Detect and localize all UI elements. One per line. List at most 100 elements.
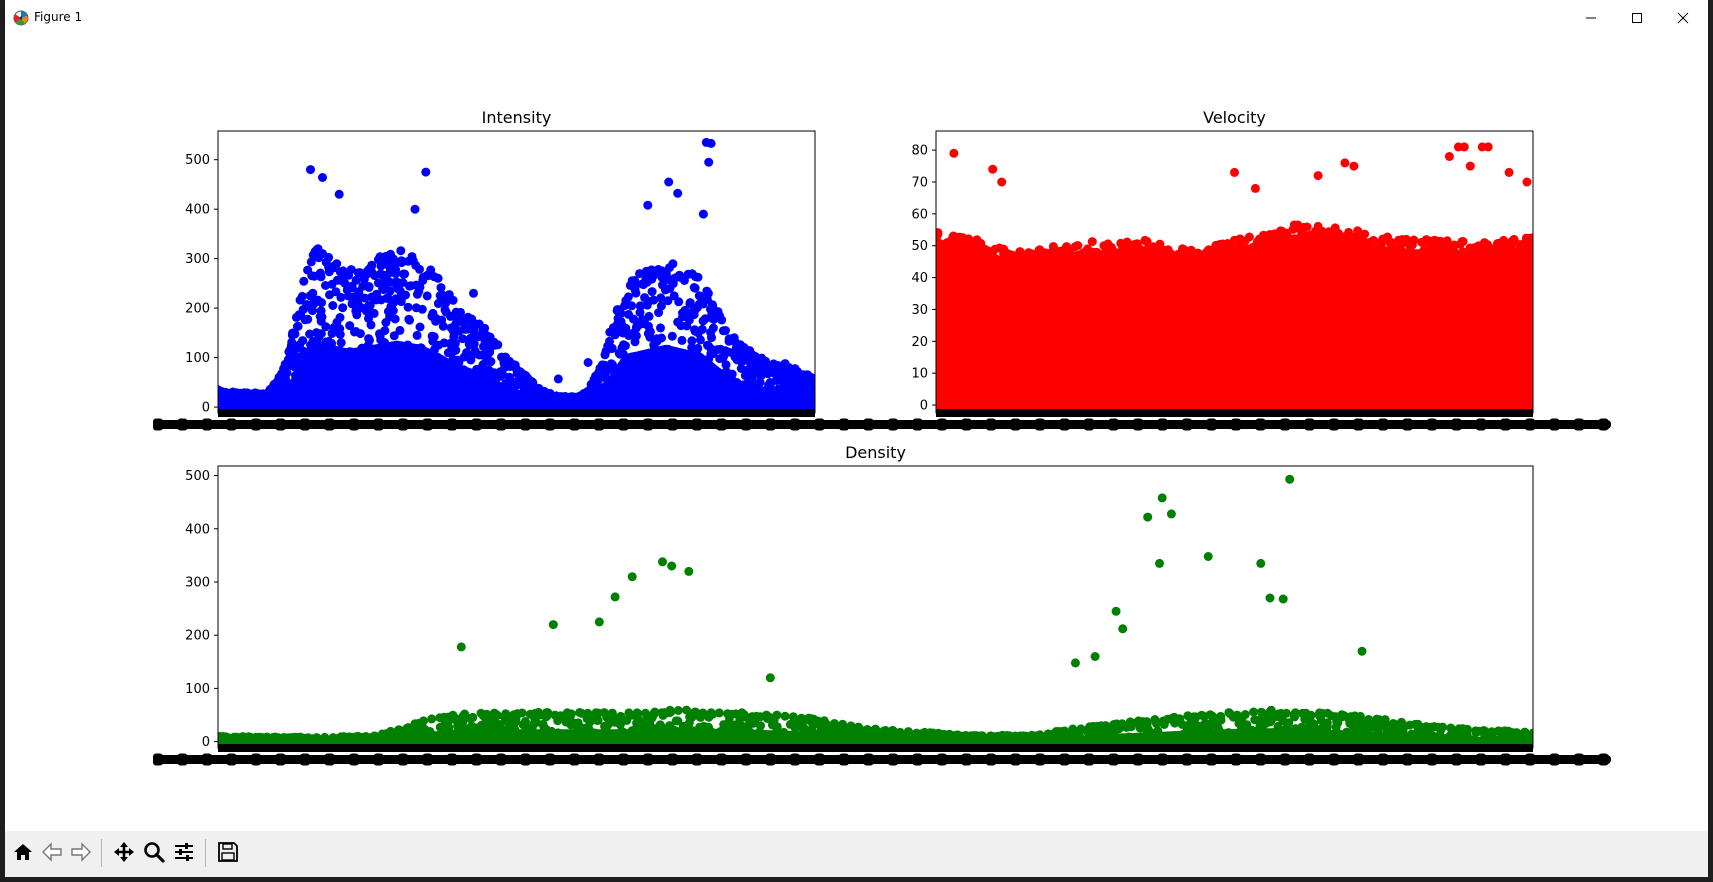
data-point-outlier <box>1465 161 1475 171</box>
data-point <box>654 308 664 318</box>
data-point <box>1174 249 1183 259</box>
y-tick-label: 0 <box>202 401 210 416</box>
data-point <box>1457 237 1467 247</box>
data-point <box>329 261 339 271</box>
data-point <box>1517 243 1527 253</box>
plot-title: Density <box>845 443 906 462</box>
data-point <box>942 238 952 248</box>
data-point <box>373 255 383 265</box>
data-point <box>1383 232 1392 242</box>
data-point <box>620 341 630 351</box>
data-point <box>340 278 350 288</box>
data-point <box>1453 253 1463 263</box>
data-point <box>1140 235 1150 245</box>
y-tick-label: 50 <box>911 239 928 254</box>
data-point <box>1442 236 1452 246</box>
data-point <box>448 295 458 305</box>
y-tick-label: 40 <box>911 271 928 286</box>
data-point <box>656 293 666 303</box>
data-point-outlier <box>469 288 478 298</box>
data-point-outlier <box>698 209 708 219</box>
data-point <box>372 289 381 299</box>
data-point <box>698 294 708 304</box>
data-point <box>1271 247 1280 257</box>
data-point <box>991 254 1001 264</box>
figure-canvas[interactable]: Intensity 0 100 200 300 400 500 Velocity 0 10 20 30… <box>5 36 1708 831</box>
data-point <box>753 369 763 379</box>
data-point <box>616 317 626 326</box>
data-point <box>415 322 425 332</box>
data-point <box>441 298 451 308</box>
data-point <box>485 347 495 357</box>
title-bar[interactable]: Figure 1 <box>5 0 1708 36</box>
data-point <box>1405 241 1415 251</box>
data-point-outlier <box>1522 177 1532 187</box>
data-point <box>328 301 338 310</box>
plot-canvas[interactable]: Intensity0100200300400500Velocity0102030… <box>5 36 1708 831</box>
data-point <box>601 346 611 356</box>
data-point <box>1054 258 1064 268</box>
data-point <box>1032 255 1042 265</box>
data-point <box>415 264 424 274</box>
data-point <box>456 307 465 317</box>
data-point <box>389 297 399 307</box>
data-point <box>318 249 327 259</box>
data-point <box>713 307 723 317</box>
data-point <box>687 336 697 346</box>
data-point-outlier <box>664 177 674 187</box>
data-point <box>642 300 652 310</box>
minimize-button[interactable] <box>1568 0 1614 36</box>
data-point <box>695 335 705 345</box>
data-point <box>422 291 432 301</box>
data-point <box>1069 256 1079 265</box>
data-point <box>1494 249 1504 259</box>
scatter-points <box>936 142 1533 413</box>
y-tick-label: 30 <box>911 303 928 318</box>
data-point <box>702 286 712 296</box>
data-point <box>669 291 679 301</box>
y-tick-label: 10 <box>911 367 928 382</box>
data-point <box>295 295 305 305</box>
data-point <box>276 369 286 379</box>
matplotlib-logo-icon <box>13 10 29 26</box>
data-point <box>1386 244 1396 254</box>
data-point <box>381 251 391 261</box>
close-button[interactable] <box>1660 0 1706 36</box>
data-point <box>280 359 290 369</box>
data-point-outlier <box>643 200 653 210</box>
data-point <box>690 283 700 293</box>
data-point <box>980 244 989 254</box>
data-point <box>445 339 455 348</box>
data-point <box>451 345 461 355</box>
data-point <box>1424 237 1433 247</box>
data-point <box>440 305 450 315</box>
data-point <box>1286 238 1295 248</box>
data-point <box>594 368 604 378</box>
maximize-button[interactable] <box>1614 0 1660 36</box>
data-point <box>1480 238 1489 248</box>
data-point <box>936 242 945 252</box>
data-point <box>1241 256 1251 266</box>
data-point <box>724 347 734 357</box>
data-point <box>627 301 637 311</box>
data-point <box>474 319 484 329</box>
data-point <box>618 328 628 338</box>
maximize-icon <box>1632 13 1642 23</box>
data-point-outlier <box>318 173 327 182</box>
data-point <box>1356 249 1366 259</box>
data-point <box>1360 229 1370 239</box>
data-point <box>1353 226 1363 236</box>
data-point <box>392 258 402 267</box>
data-point <box>284 347 294 357</box>
data-point <box>620 301 630 311</box>
data-point <box>426 265 436 275</box>
data-point <box>1006 257 1016 267</box>
data-point <box>325 290 334 300</box>
data-point <box>755 377 765 387</box>
dense-points-region <box>218 338 815 413</box>
y-tick-label: 0 <box>920 399 928 414</box>
data-point <box>437 290 447 300</box>
data-point <box>383 307 393 316</box>
data-point <box>478 350 488 360</box>
